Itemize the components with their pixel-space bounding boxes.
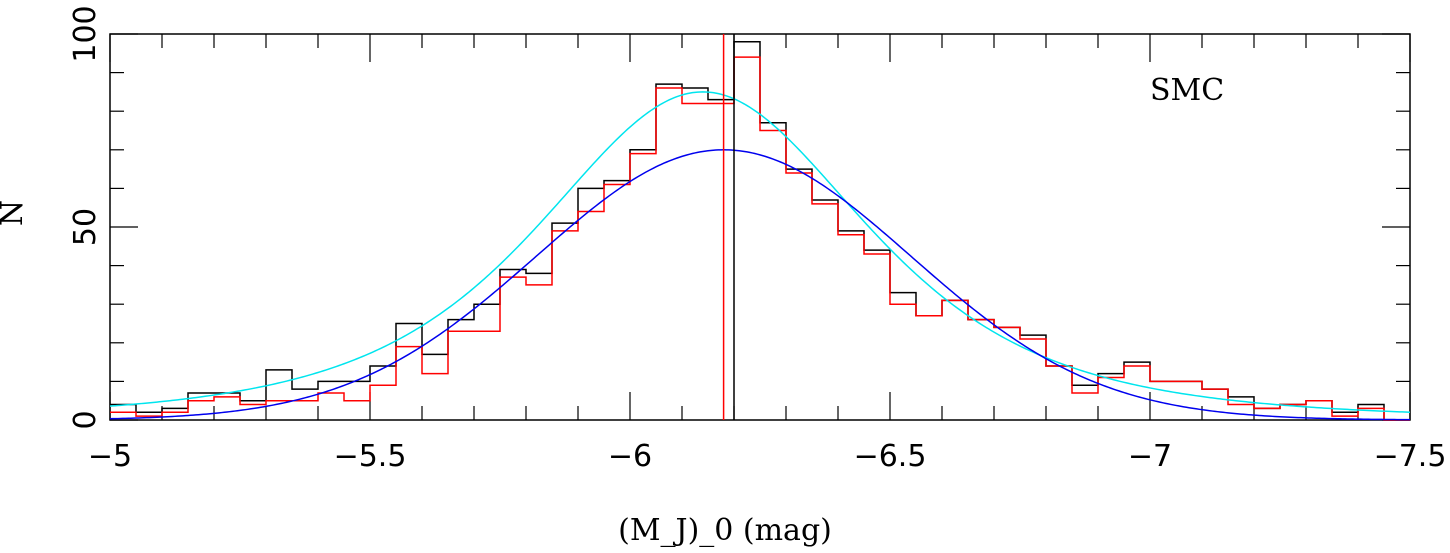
y-tick-label: 50: [68, 208, 103, 246]
x-tick-label: −7: [1128, 439, 1172, 474]
x-tick-label: −6: [608, 439, 652, 474]
x-axis-label: (M_J)_0 (mag): [618, 513, 832, 548]
x-tick-label: −7.5: [1374, 439, 1447, 474]
x-tick-label: −5: [88, 439, 132, 474]
histogram-series-1: [110, 56, 1410, 421]
x-tick-label: −6.5: [854, 439, 927, 474]
y-tick-label: 100: [68, 5, 103, 62]
fit-curve-3: [109, 149, 1411, 421]
x-tick-label: −5.5: [334, 439, 407, 474]
y-tick-label: 0: [68, 410, 103, 429]
y-axis-label: N: [0, 200, 30, 226]
smc-annotation: SMC: [1150, 73, 1224, 108]
fit-curve-2: [109, 91, 1411, 413]
